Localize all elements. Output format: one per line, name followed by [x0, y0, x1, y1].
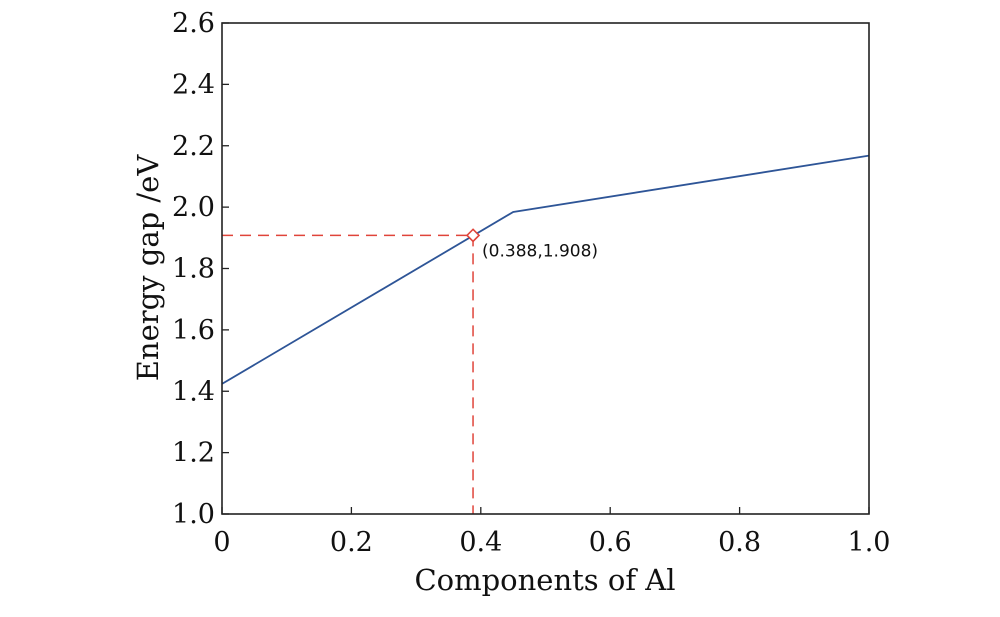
x-tick-label: 0.6 [589, 527, 632, 558]
annotation-label: (0.388,1.908) [482, 241, 598, 261]
y-tick-label: 1.8 [172, 254, 215, 285]
annotation-marker [465, 228, 481, 243]
y-tick-label: 2.4 [172, 69, 215, 100]
y-tick-label: 1.6 [172, 315, 215, 346]
y-tick-label: 1.2 [172, 438, 215, 469]
y-tick-label: 2.2 [172, 131, 215, 162]
y-tick-label: 2.0 [172, 192, 215, 223]
x-tick-label: 1.0 [848, 527, 891, 558]
y-tick-label: 2.6 [172, 8, 215, 39]
axis-ticks: 0 0.2 0.4 0.6 0.8 1.0 1.0 1.2 1.4 1.6 1.8 2.0 2.2 2.4… [172, 8, 890, 558]
x-axis-title: Components of Al [414, 563, 675, 597]
series-line [221, 154, 870, 385]
x-tick-label: 0 [213, 527, 230, 558]
y-tick-label: 1.4 [172, 376, 215, 407]
x-tick-label: 0.4 [459, 527, 502, 558]
y-tick-label: 1.0 [172, 499, 215, 530]
y-axis-title: Energy gap /eV [131, 154, 165, 382]
plot-area: (0.388,1.908) [221, 154, 870, 514]
plot-frame [221, 22, 870, 515]
x-tick-label: 0.2 [330, 527, 373, 558]
x-tick-label: 0.8 [718, 527, 761, 558]
